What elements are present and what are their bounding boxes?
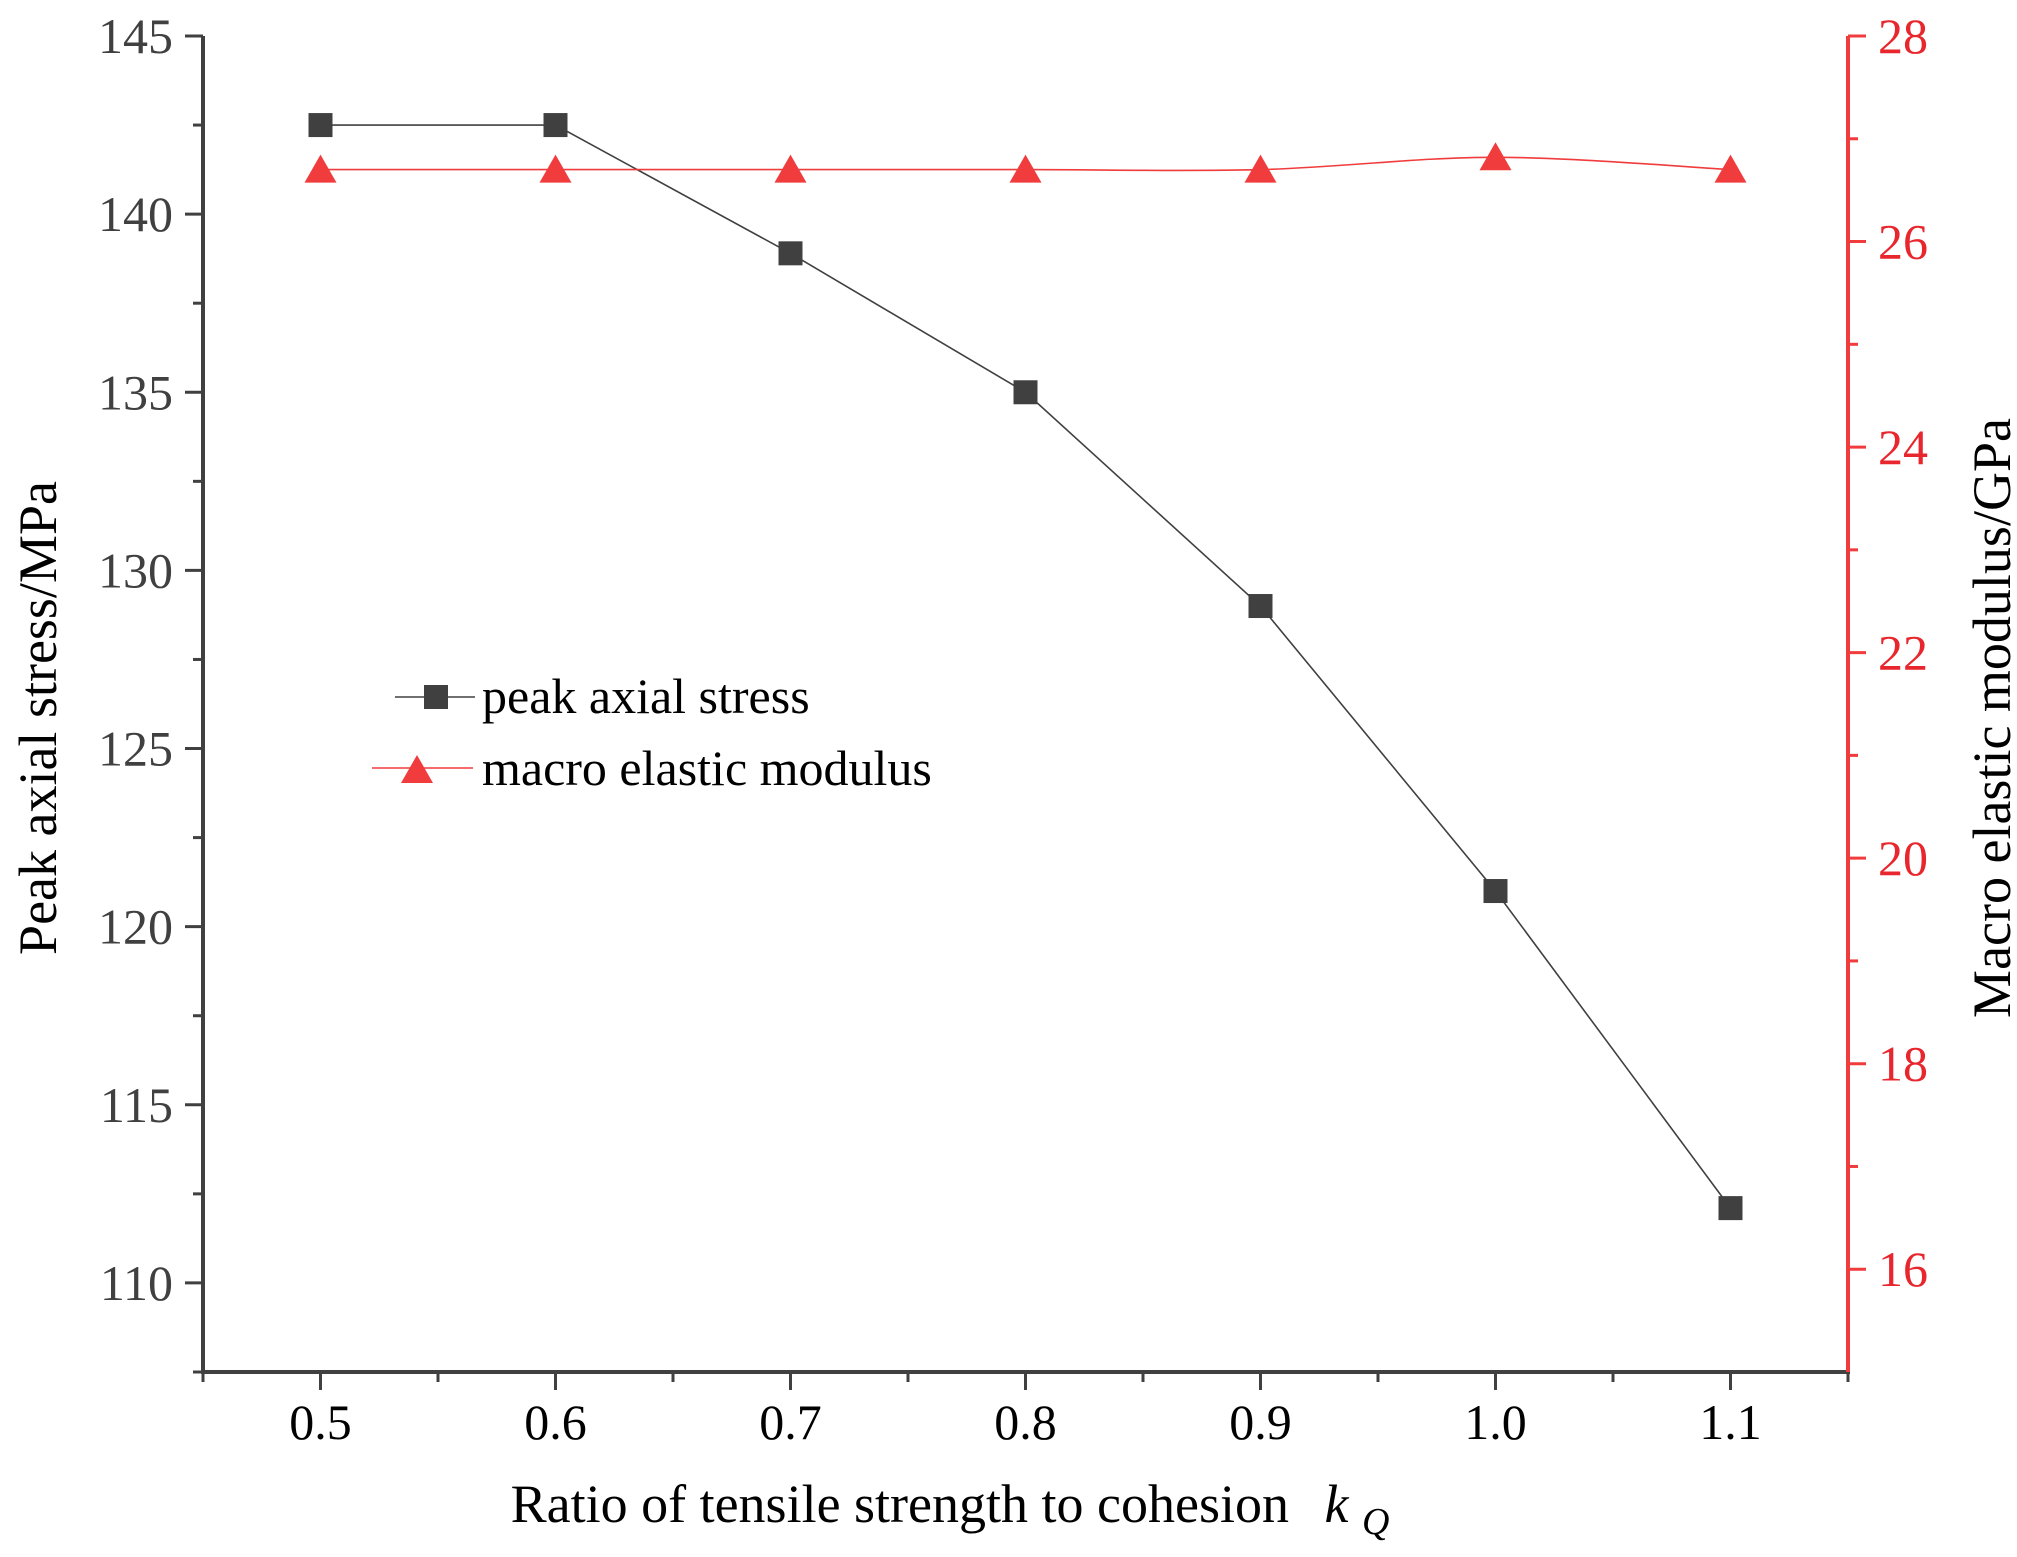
peak-stress-point [1248, 594, 1273, 619]
elastic-modulus-point [304, 154, 337, 183]
legend-label-peak: peak axial stress [482, 668, 810, 724]
y2-tick-label: 16 [1878, 1241, 1928, 1297]
series-line-0 [320, 124, 1732, 1209]
y-tick-label: 110 [100, 1255, 173, 1311]
y2-axis-title: Macro elastic modulus/GPa [1962, 418, 2017, 1018]
x-tick-label: 0.5 [289, 1394, 352, 1450]
y-tick-label: 115 [100, 1077, 173, 1133]
axes: 110 115 120 125 130 135 140 145 16 18 20 22 24 26 28 0.… [98, 8, 1928, 1450]
elastic-modulus-point [1244, 154, 1277, 183]
y-tick-label: 140 [98, 186, 173, 242]
y2-tick-label: 20 [1878, 830, 1928, 886]
x-axis-symbol: k [1324, 1474, 1349, 1534]
elastic-modulus-point [1714, 154, 1747, 183]
y2-tick-label: 18 [1878, 1036, 1928, 1092]
y2-tick-label: 26 [1878, 214, 1928, 270]
y-tick-label: 125 [98, 721, 173, 777]
peak-stress-point [1718, 1196, 1743, 1221]
x-tick-label: 1.0 [1464, 1394, 1527, 1450]
elastic-modulus-point [1009, 154, 1042, 183]
x-axis-title-text: Ratio of tensile strength to cohesion [511, 1474, 1289, 1534]
x-tick-label: 0.6 [524, 1394, 587, 1450]
peak-stress-point [1483, 879, 1508, 904]
legend-marker-peak [424, 685, 448, 709]
plot-lines [320, 124, 1732, 1209]
peak-stress-point [1013, 380, 1038, 405]
elastic-modulus-point [539, 154, 572, 183]
y2-tick-label: 24 [1878, 419, 1928, 475]
y-tick-label: 145 [98, 8, 173, 64]
x-tick-label: 1.1 [1699, 1394, 1762, 1450]
elastic-modulus-point [1479, 142, 1512, 171]
y-tick-label: 120 [98, 899, 173, 955]
x-axis-subscript: Q [1362, 1501, 1389, 1543]
peak-stress-point [543, 113, 568, 138]
y2-tick-label: 22 [1878, 625, 1928, 681]
x-tick-label: 0.8 [994, 1394, 1057, 1450]
legend-label-modulus: macro elastic modulus [482, 740, 932, 796]
legend-marker-modulus [401, 755, 433, 783]
legend: peak axial stress macro elastic modulus [372, 668, 932, 796]
y-tick-label: 135 [98, 364, 173, 420]
y-axis-title: Peak axial stress/MPa [8, 481, 68, 955]
elastic-modulus-point [774, 154, 807, 183]
marks [304, 113, 1747, 1221]
x-axis-title: Ratio of tensile strength to cohesion k … [511, 1474, 1390, 1543]
x-tick-label: 0.9 [1229, 1394, 1292, 1450]
peak-stress-point [308, 113, 333, 138]
y2-tick-label: 28 [1878, 8, 1928, 64]
y-tick-label: 130 [98, 542, 173, 598]
peak-stress-point [778, 241, 803, 266]
x-tick-label: 0.7 [759, 1394, 822, 1450]
